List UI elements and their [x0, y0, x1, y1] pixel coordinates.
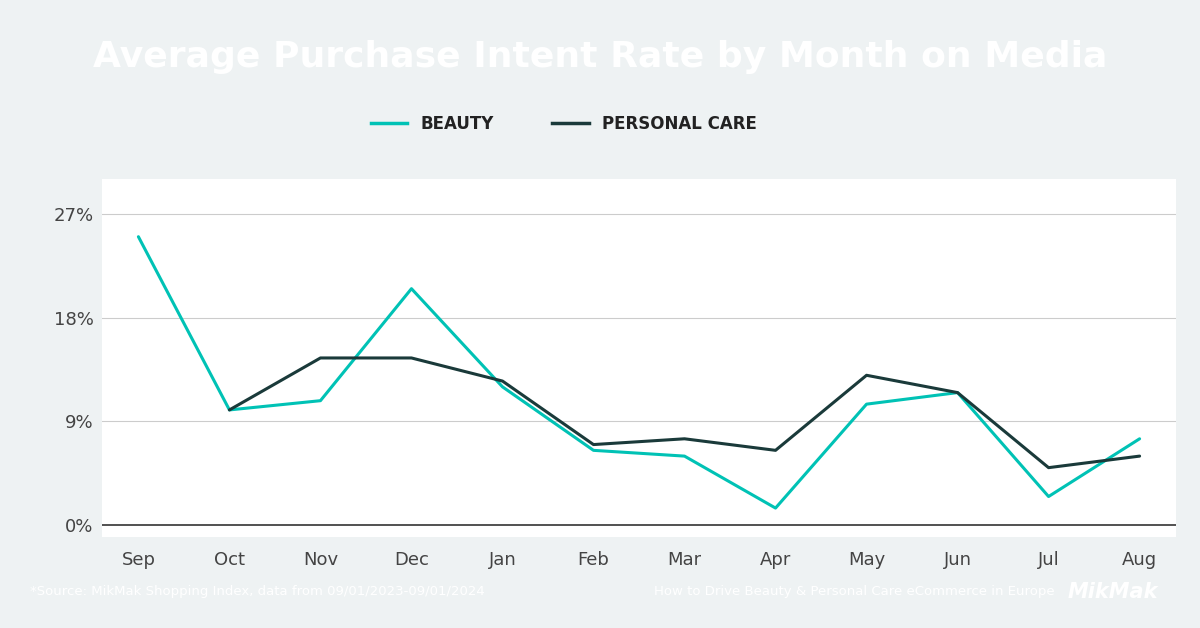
Text: MikMak: MikMak — [1068, 582, 1158, 602]
Legend: BEAUTY, PERSONAL CARE: BEAUTY, PERSONAL CARE — [364, 109, 763, 140]
Text: Average Purchase Intent Rate by Month on Media: Average Purchase Intent Rate by Month on… — [92, 40, 1108, 74]
Text: *Source: MikMak Shopping Index, data from 09/01/2023-09/01/2024: *Source: MikMak Shopping Index, data fro… — [30, 585, 485, 598]
Text: How to Drive Beauty & Personal Care eCommerce in Europe: How to Drive Beauty & Personal Care eCom… — [654, 585, 1055, 598]
